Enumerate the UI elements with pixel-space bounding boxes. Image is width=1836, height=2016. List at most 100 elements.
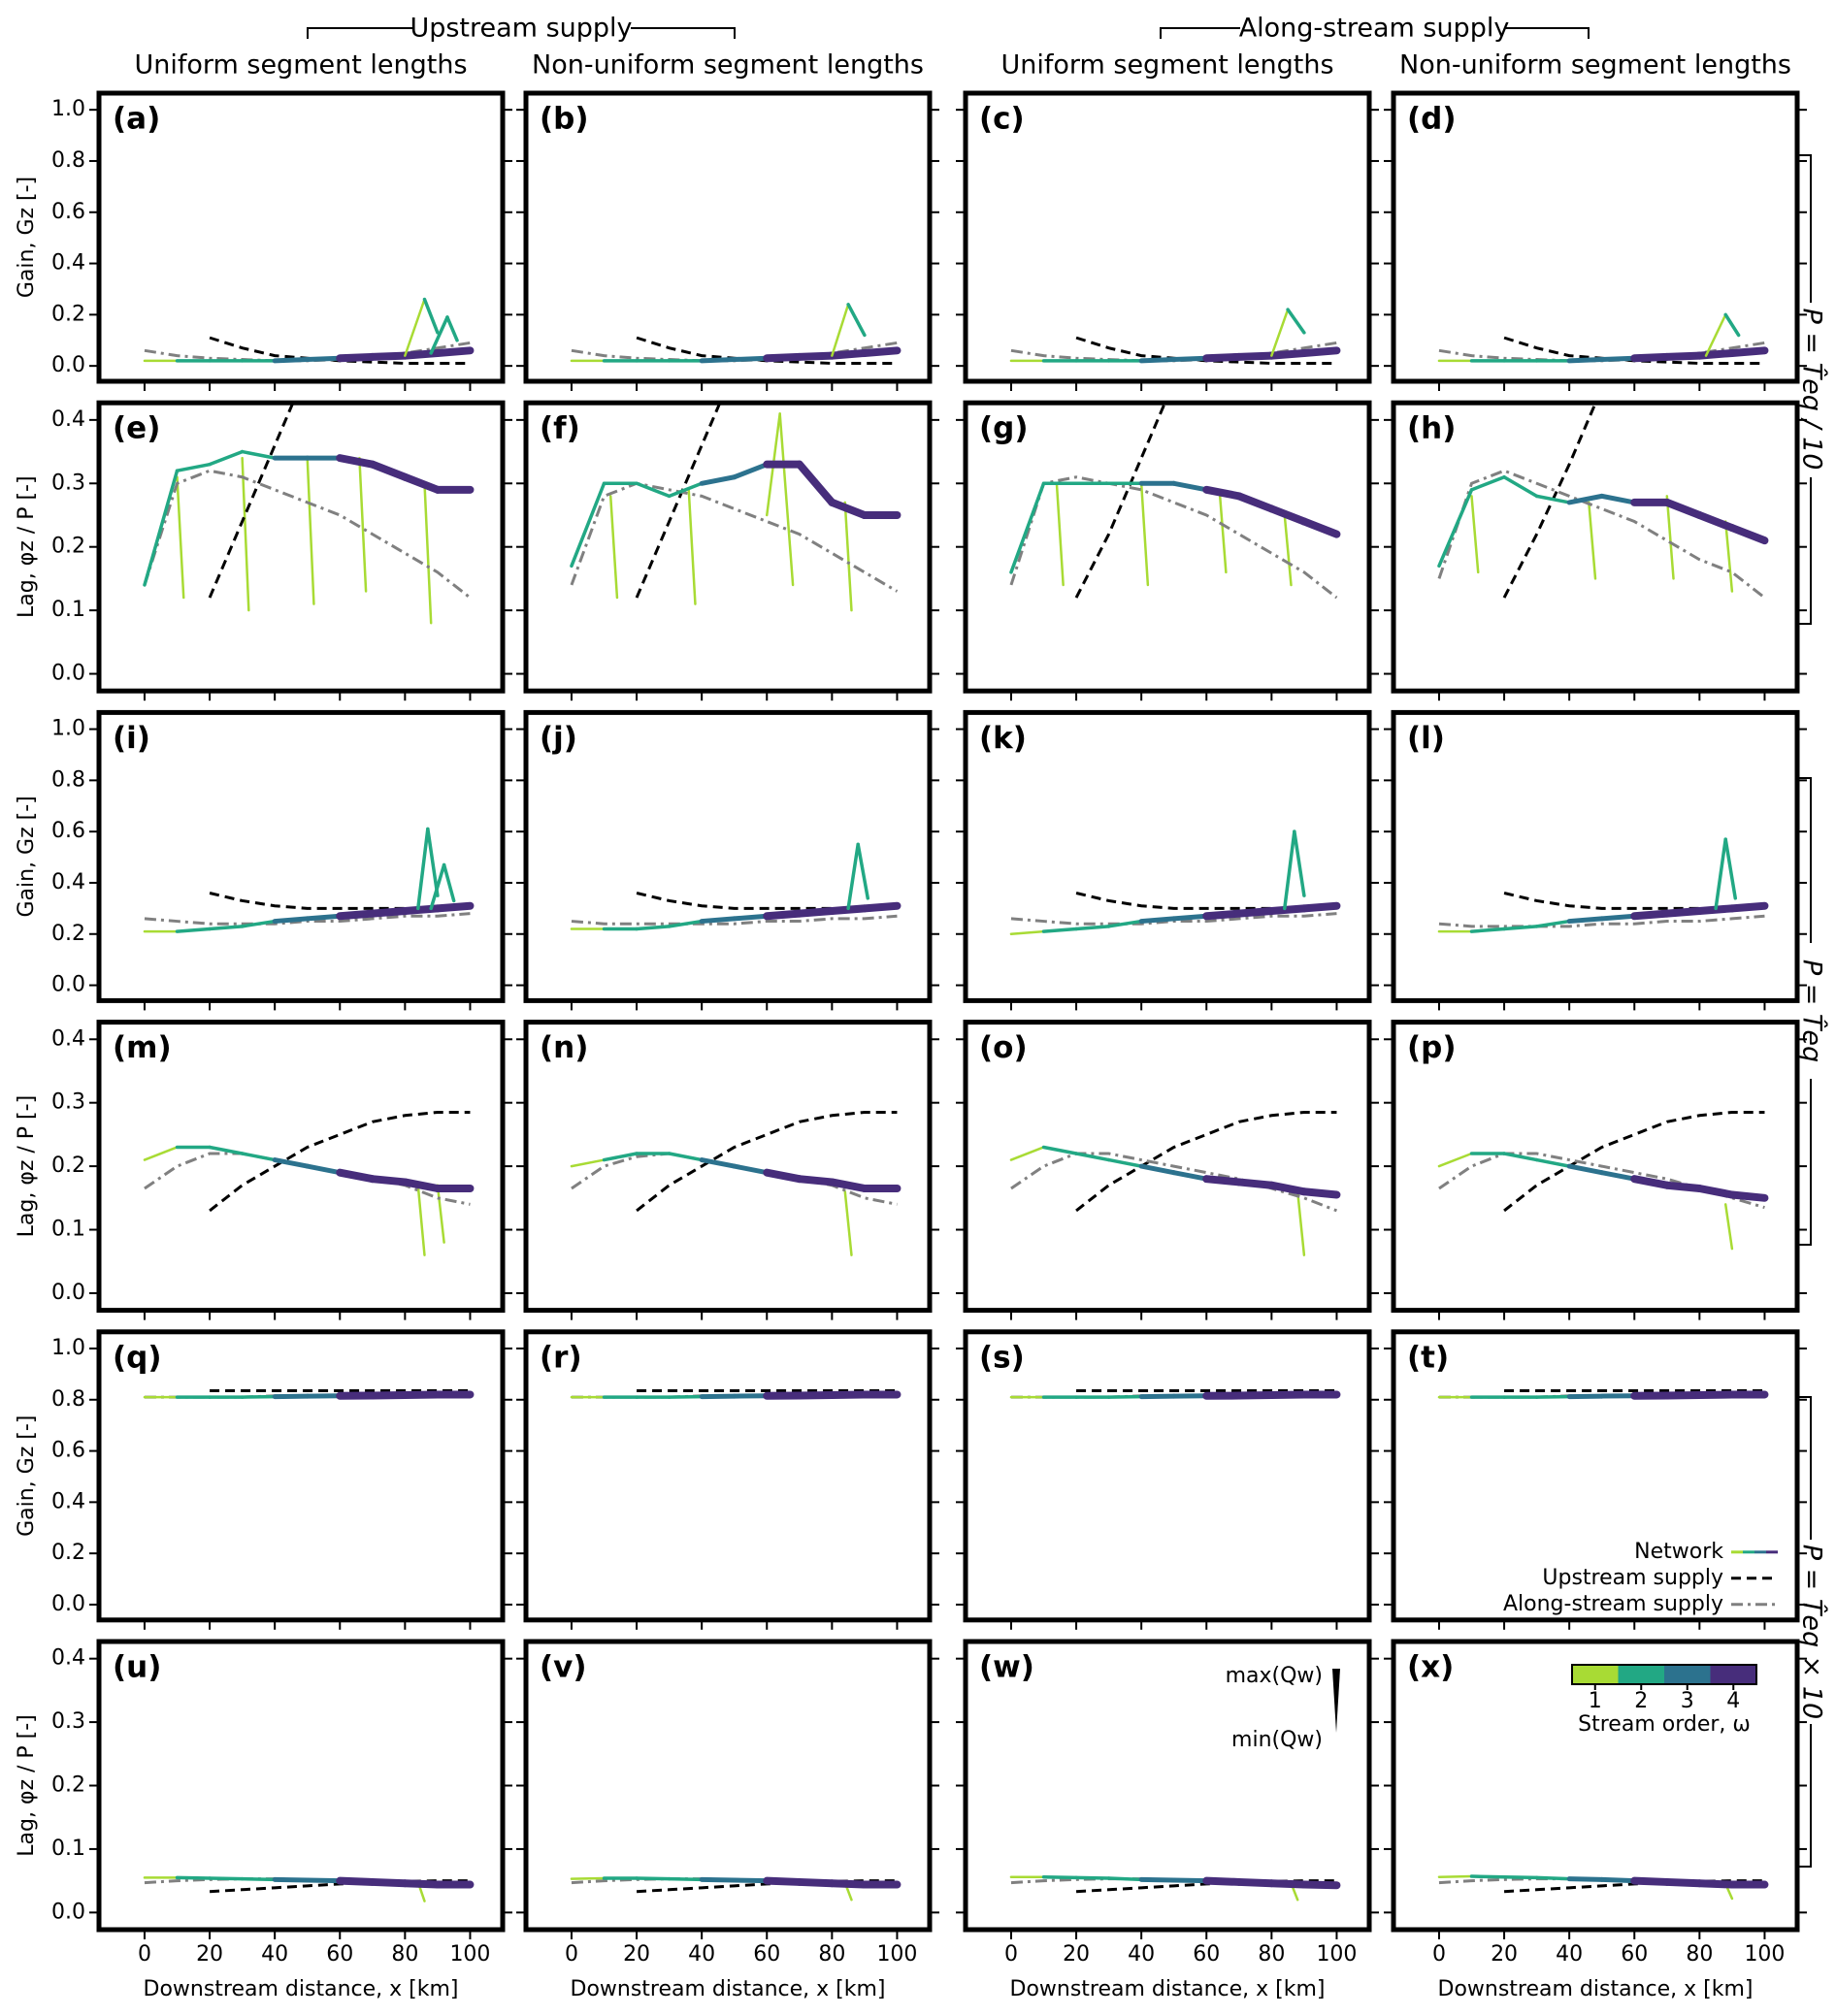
y-tick-label: 0.2 bbox=[51, 535, 85, 559]
network-segment bbox=[1202, 1175, 1243, 1187]
colorbar-label: Stream order, ω bbox=[1578, 1712, 1751, 1737]
x-tick-label: 80 bbox=[818, 1942, 845, 1967]
network-segment bbox=[1599, 355, 1637, 363]
network-segment bbox=[1270, 308, 1290, 357]
network-segment bbox=[1566, 1393, 1605, 1400]
network-segment bbox=[1283, 513, 1293, 587]
plot-area bbox=[1437, 1389, 1769, 1400]
network-segment bbox=[1009, 1146, 1045, 1161]
y-axis-label: Lag, φz / P [-] bbox=[15, 1095, 39, 1238]
network-segment bbox=[570, 1876, 606, 1880]
network-segment bbox=[1267, 504, 1308, 526]
network-segment bbox=[426, 827, 440, 897]
network-segment bbox=[1106, 1394, 1143, 1399]
network-segment bbox=[306, 456, 315, 605]
network-segment bbox=[1630, 352, 1671, 363]
network-segment bbox=[1106, 1157, 1143, 1168]
network-segment bbox=[1534, 1394, 1571, 1399]
plot-area bbox=[1437, 403, 1769, 600]
network-segment bbox=[175, 927, 212, 933]
plot-area bbox=[1009, 308, 1341, 366]
network-segment bbox=[272, 916, 311, 925]
panel-frame bbox=[963, 400, 1372, 694]
network-segment bbox=[831, 303, 850, 357]
network-segment bbox=[336, 352, 377, 363]
network-segment bbox=[1502, 925, 1539, 931]
network-segment bbox=[1138, 1876, 1177, 1883]
network-segment bbox=[433, 346, 475, 357]
network-segment bbox=[442, 862, 456, 903]
plot-area bbox=[1437, 837, 1769, 933]
y-axis-label: Lag, φz / P [-] bbox=[15, 1714, 39, 1857]
width-key-label: min(Qw) bbox=[1231, 1728, 1323, 1752]
network-segment bbox=[1662, 351, 1704, 361]
network-segment bbox=[1234, 492, 1276, 513]
panel-frame bbox=[1391, 709, 1800, 1003]
network-segment bbox=[1074, 1875, 1111, 1880]
dashdot-line bbox=[571, 1152, 898, 1206]
dashdot-line bbox=[1010, 1152, 1337, 1213]
network-segment bbox=[433, 901, 475, 913]
network-segment bbox=[1723, 312, 1741, 338]
dashed-line bbox=[1075, 1110, 1337, 1213]
network-segment bbox=[1293, 829, 1306, 897]
network-segment bbox=[667, 1152, 704, 1162]
y-tick-label: 0.4 bbox=[51, 870, 85, 894]
plot-area bbox=[1009, 829, 1341, 936]
network-segment bbox=[667, 1394, 704, 1399]
network-segment bbox=[763, 1168, 803, 1184]
network-segment bbox=[208, 1145, 245, 1155]
panel-label: (m) bbox=[113, 1030, 172, 1065]
network-segment bbox=[240, 919, 277, 928]
panel-label: (b) bbox=[540, 102, 589, 137]
network-segment bbox=[1723, 1203, 1734, 1251]
network-segment bbox=[368, 907, 410, 918]
network-segment bbox=[1534, 494, 1571, 504]
dashed-line bbox=[1503, 1110, 1765, 1213]
x-tick-label: 80 bbox=[1686, 1942, 1713, 1967]
panel-label: (p) bbox=[1407, 1030, 1457, 1065]
x-tick-label: 60 bbox=[753, 1942, 780, 1967]
network-segment bbox=[401, 472, 442, 494]
column-title: Non-uniform segment lengths bbox=[1399, 50, 1791, 81]
network-segment bbox=[429, 862, 446, 911]
panel-frame bbox=[963, 709, 1372, 1003]
network-segment bbox=[1234, 1178, 1276, 1189]
network-segment bbox=[1469, 927, 1506, 933]
panel-frame bbox=[96, 90, 506, 384]
network-segment bbox=[305, 355, 343, 363]
network-segment bbox=[795, 1391, 836, 1400]
panel-label: (q) bbox=[113, 1340, 162, 1375]
dashdot-line bbox=[1010, 912, 1337, 926]
colorbar-cell bbox=[1664, 1665, 1711, 1684]
network-segment bbox=[1202, 485, 1243, 501]
network-segment bbox=[1662, 1181, 1704, 1192]
panel-label: (w) bbox=[979, 1650, 1034, 1685]
y-tick-label: 0.4 bbox=[51, 251, 85, 276]
network-segment bbox=[1074, 1152, 1111, 1162]
network-segment bbox=[795, 460, 836, 506]
y-tick-label: 0.8 bbox=[51, 767, 85, 792]
network-segment bbox=[368, 460, 410, 481]
y-tick-label: 0.8 bbox=[51, 1387, 85, 1412]
panel-label: (t) bbox=[1407, 1340, 1449, 1375]
network-segment bbox=[1202, 1876, 1243, 1886]
network-segment bbox=[1074, 925, 1111, 931]
network-segment bbox=[635, 925, 672, 931]
column-title: Non-uniform segment lengths bbox=[532, 50, 924, 81]
network-segment bbox=[699, 1157, 738, 1169]
network-segment bbox=[368, 1877, 410, 1888]
panel-label: (l) bbox=[1407, 721, 1445, 756]
network-segment bbox=[1630, 1175, 1671, 1189]
plot-area bbox=[570, 1389, 902, 1400]
network-segment bbox=[570, 1158, 606, 1168]
network-segment bbox=[1171, 1170, 1209, 1182]
x-tick-label: 100 bbox=[1316, 1942, 1357, 1967]
network-segment bbox=[1295, 1190, 1306, 1256]
x-tick-label: 80 bbox=[1258, 1942, 1285, 1967]
y-tick-label: 0.2 bbox=[51, 1154, 85, 1178]
network-segment bbox=[763, 1876, 803, 1886]
plot-area bbox=[143, 297, 475, 366]
network-segment bbox=[1502, 1874, 1539, 1880]
colorbar-cell bbox=[1618, 1665, 1664, 1684]
